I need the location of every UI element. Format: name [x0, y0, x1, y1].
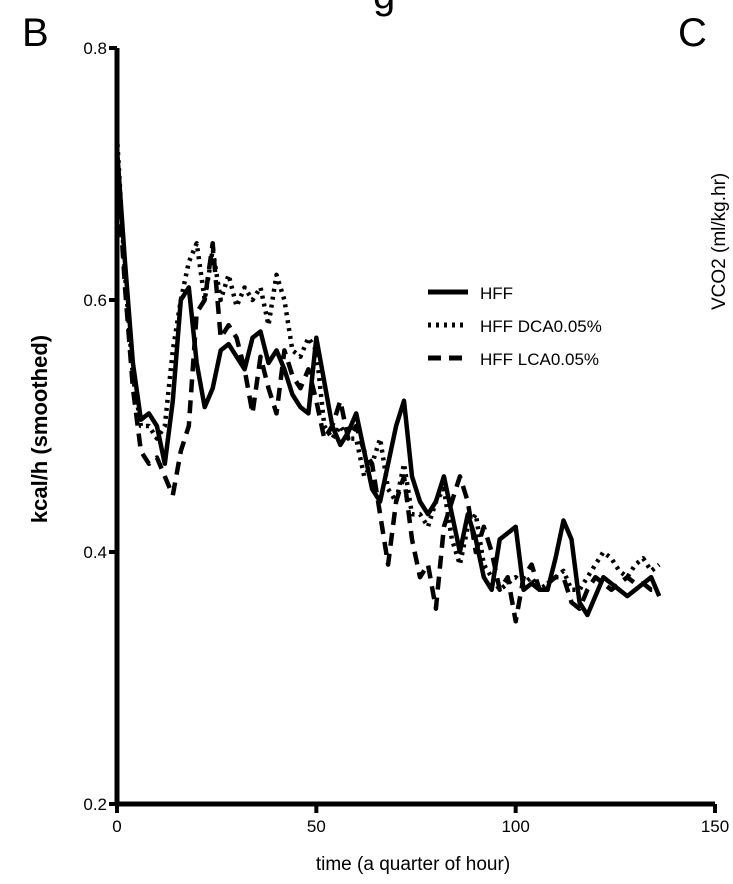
y-tick-label: 0.2 [83, 795, 107, 814]
panel-letter-c: C [678, 11, 707, 55]
series-line-3 [114, 161, 660, 624]
x-tick-label: 50 [307, 817, 326, 836]
series-layer [114, 136, 662, 624]
y-tick-label: 0.8 [83, 39, 107, 58]
panel-letter-b: B [22, 11, 49, 55]
legend-label-2: HFF DCA0.05% [480, 317, 602, 336]
y-tick-label: 0.6 [83, 291, 107, 310]
series-line-1 [114, 148, 662, 618]
legend: HFF HFF DCA0.05% HFF LCA0.05% [428, 284, 602, 369]
x-tick-label: 100 [501, 817, 529, 836]
side-axis-label: VCO2 (ml/kg.hr) [709, 173, 730, 310]
x-axis-label: time (a quarter of hour) [316, 854, 510, 875]
legend-label-1: HFF [480, 284, 513, 303]
x-tick-label: 0 [112, 817, 121, 836]
x-tick-label: 150 [701, 817, 729, 836]
legend-label-3: HFF LCA0.05% [480, 350, 599, 369]
y-axis-label: kcal/h (smoothed) [27, 335, 52, 523]
cropped-title-fragment: g [373, 0, 395, 17]
series-line-2 [114, 136, 661, 593]
y-tick-label: 0.4 [83, 543, 107, 562]
